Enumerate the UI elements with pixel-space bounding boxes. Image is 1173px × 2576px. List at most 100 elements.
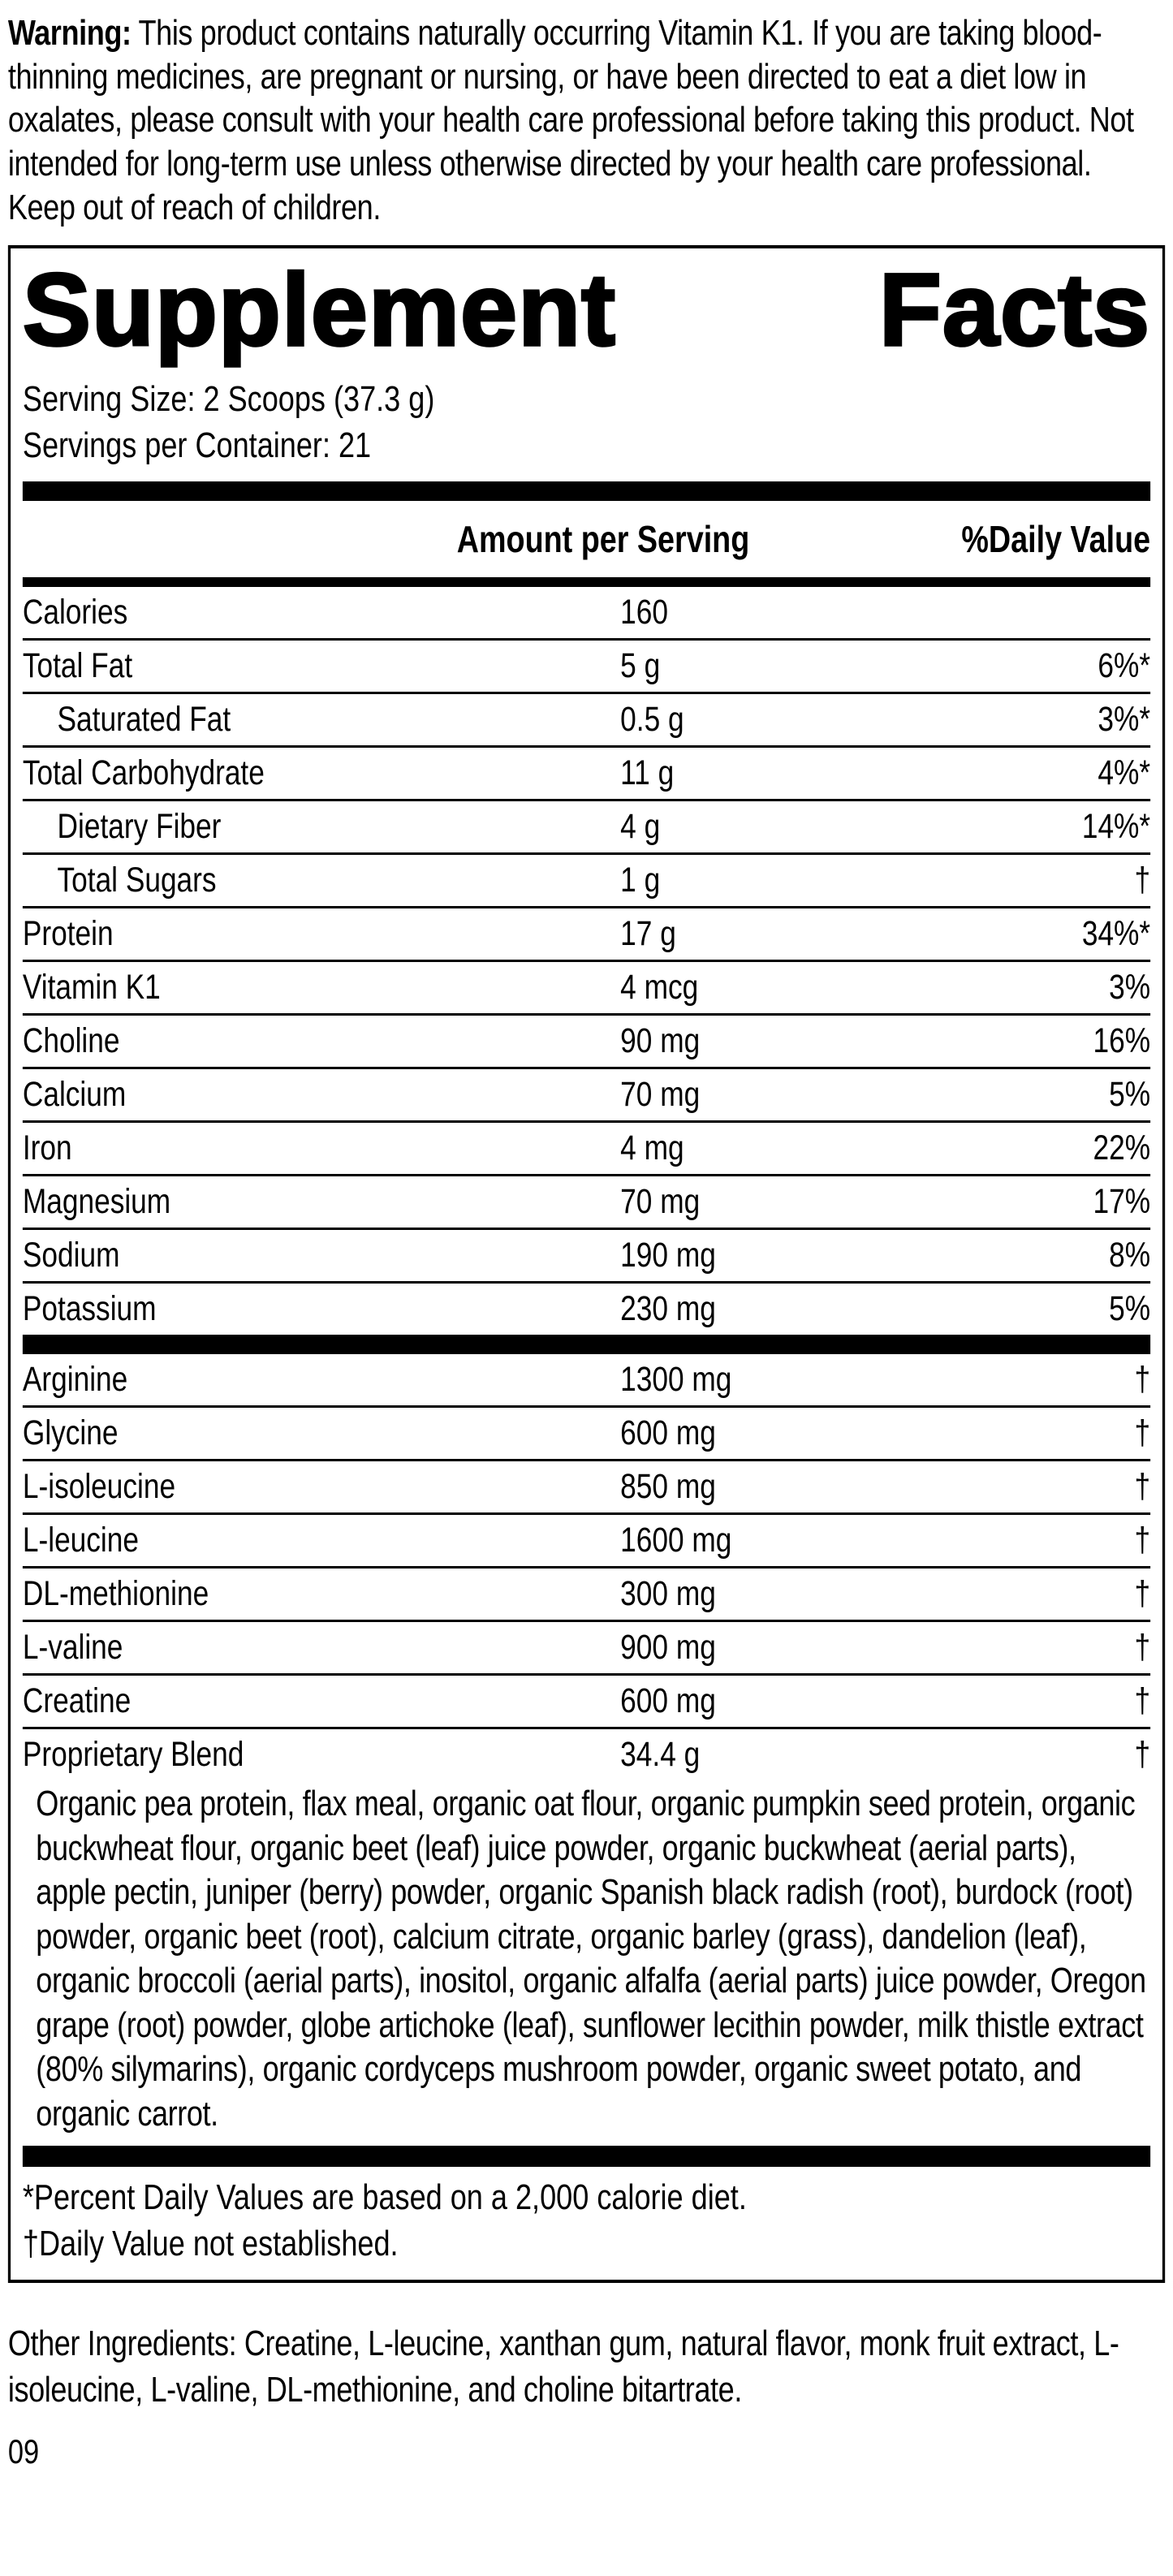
nutrient-row: Vitamin K1 4 mcg 3% — [22, 960, 1151, 1013]
row-name: Calcium — [22, 1075, 127, 1115]
nutrient-rows-main: Calories 160 Total Fat 5 g 6%* Saturated Fat 0… — [22, 587, 1151, 1335]
row-amt: 70 mg — [620, 1182, 701, 1222]
row-name: Total Fat — [22, 646, 133, 686]
row-amt: 900 mg — [620, 1628, 716, 1668]
column-header: Amount per Serving %Daily Value — [23, 501, 1150, 577]
divider-bar-medium — [22, 577, 1151, 588]
row-amt: 1600 mg — [620, 1521, 732, 1560]
blend-description: Organic pea protein, flax meal, organic … — [36, 1784, 1146, 2134]
row-amt: 1 g — [620, 861, 661, 900]
row-dv: † — [1134, 1735, 1151, 1775]
row-amt: 4 mcg — [620, 968, 699, 1008]
row-amt: 4 mg — [620, 1128, 684, 1168]
divider-bar-thick — [22, 481, 1151, 502]
nutrient-row: Calories 160 — [23, 587, 1150, 638]
row-dv: 8% — [1109, 1236, 1151, 1275]
row-dv: 34%* — [1081, 914, 1151, 954]
nutrient-row: L-isoleucine 850 mg † — [22, 1459, 1151, 1512]
label-root: Warning: This product contains naturally… — [7, 11, 1166, 2471]
row-name: Protein — [22, 914, 114, 954]
row-dv: 6%* — [1098, 646, 1151, 686]
nutrient-row: Magnesium 70 mg 17% — [22, 1174, 1151, 1228]
nutrient-row: Saturated Fat 0.5 g 3%* — [22, 692, 1151, 745]
warning-body: This product contains naturally occurrin… — [7, 13, 1134, 227]
nutrient-row: Protein 17 g 34%* — [22, 906, 1151, 960]
nutrient-row: Proprietary Blend 34.4 g † — [22, 1727, 1151, 1780]
row-amt: 90 mg — [620, 1021, 701, 1061]
row-dv: 17% — [1093, 1182, 1151, 1222]
nutrient-row: Creatine 600 mg † — [22, 1673, 1151, 1727]
header-daily-value: %Daily Value — [961, 518, 1151, 561]
row-name: Arginine — [22, 1360, 128, 1400]
nutrient-row: DL-methionine 300 mg † — [22, 1566, 1151, 1620]
row-name: Calories — [22, 593, 128, 632]
row-amt: 230 mg — [620, 1289, 716, 1329]
warning-label: Warning: — [7, 13, 132, 53]
row-name: Iron — [22, 1128, 72, 1168]
nutrient-row: L-leucine 1600 mg † — [22, 1512, 1151, 1566]
nutrient-row: Arginine 1300 mg † — [23, 1354, 1150, 1405]
nutrient-row: Calcium 70 mg 5% — [22, 1067, 1151, 1120]
row-dv: 14%* — [1081, 807, 1151, 847]
row-amt: 5 g — [620, 646, 661, 686]
row-name: Magnesium — [22, 1182, 171, 1222]
row-dv: 16% — [1093, 1021, 1151, 1061]
divider-bar-thick — [22, 2146, 1151, 2168]
servings-per-container: Servings per Container: 21 — [22, 425, 372, 465]
nutrient-row: Potassium 230 mg 5% — [22, 1281, 1151, 1335]
nutrient-rows-amino: Arginine 1300 mg † Glycine 600 mg † L-isoleuci… — [22, 1354, 1151, 1780]
row-amt: 850 mg — [620, 1467, 716, 1507]
row-name: Choline — [22, 1021, 120, 1061]
row-amt: 190 mg — [620, 1236, 716, 1275]
row-amt: 17 g — [620, 914, 676, 954]
nutrient-row: Choline 90 mg 16% — [22, 1013, 1151, 1067]
row-amt: 70 mg — [620, 1075, 701, 1115]
serving-size: Serving Size: 2 Scoops (37.3 g) — [22, 378, 435, 419]
row-name: L-valine — [22, 1628, 123, 1668]
row-amt: 4 g — [620, 807, 661, 847]
divider-bar-thick — [22, 1335, 1151, 1355]
nutrient-row: Iron 4 mg 22% — [22, 1120, 1150, 1174]
nutrient-row: Total Carbohydrate 11 g 4%* — [22, 745, 1151, 799]
row-dv: † — [1134, 1628, 1151, 1668]
row-name: Sodium — [22, 1236, 120, 1275]
other-ingredients: Other Ingredients: Creatine, L-leucine, … — [7, 2324, 1119, 2410]
row-dv: † — [1134, 1681, 1151, 1721]
footnote-dagger: †Daily Value not established. — [22, 2223, 399, 2263]
row-name: DL-methionine — [22, 1574, 209, 1614]
row-dv: 3%* — [1098, 700, 1151, 740]
row-dv: 4%* — [1098, 753, 1151, 793]
row-name: Vitamin K1 — [22, 968, 161, 1008]
row-name: Proprietary Blend — [22, 1735, 244, 1775]
header-amount-per-serving: Amount per Serving — [456, 518, 750, 561]
row-name: Total Sugars — [57, 861, 217, 900]
row-dv: 3% — [1109, 968, 1151, 1008]
row-amt: 160 — [620, 593, 669, 632]
footnote-percent-dv: *Percent Daily Values are based on a 2,0… — [22, 2177, 747, 2218]
row-name: Dietary Fiber — [57, 807, 222, 847]
row-dv: † — [1134, 861, 1151, 900]
page-number: 09 — [7, 2432, 40, 2471]
row-name: Saturated Fat — [57, 700, 231, 740]
nutrient-row: Sodium 190 mg 8% — [22, 1228, 1151, 1281]
row-name: L-isoleucine — [22, 1467, 176, 1507]
row-amt: 34.4 g — [620, 1735, 701, 1775]
panel-title: Supplement Facts — [21, 255, 1151, 365]
warning-text: Warning: This product contains naturally… — [8, 11, 1165, 229]
row-amt: 600 mg — [620, 1413, 716, 1453]
supplement-facts-panel: Supplement Facts Serving Size: 2 Scoops … — [7, 245, 1166, 2284]
row-amt: 300 mg — [620, 1574, 716, 1614]
row-dv: † — [1134, 1574, 1151, 1614]
row-amt: 0.5 g — [620, 700, 684, 740]
row-amt: 600 mg — [620, 1681, 716, 1721]
nutrient-row: L-valine 900 mg † — [22, 1620, 1151, 1673]
row-name: L-leucine — [22, 1521, 139, 1560]
row-dv: 5% — [1109, 1075, 1151, 1115]
row-dv: 5% — [1109, 1289, 1151, 1329]
nutrient-row: Glycine 600 mg † — [22, 1405, 1151, 1459]
row-dv: † — [1134, 1521, 1151, 1560]
row-dv: † — [1134, 1413, 1151, 1453]
row-amt: 1300 mg — [620, 1360, 732, 1400]
row-dv: † — [1134, 1467, 1151, 1507]
nutrient-row: Dietary Fiber 4 g 14%* — [22, 799, 1151, 852]
